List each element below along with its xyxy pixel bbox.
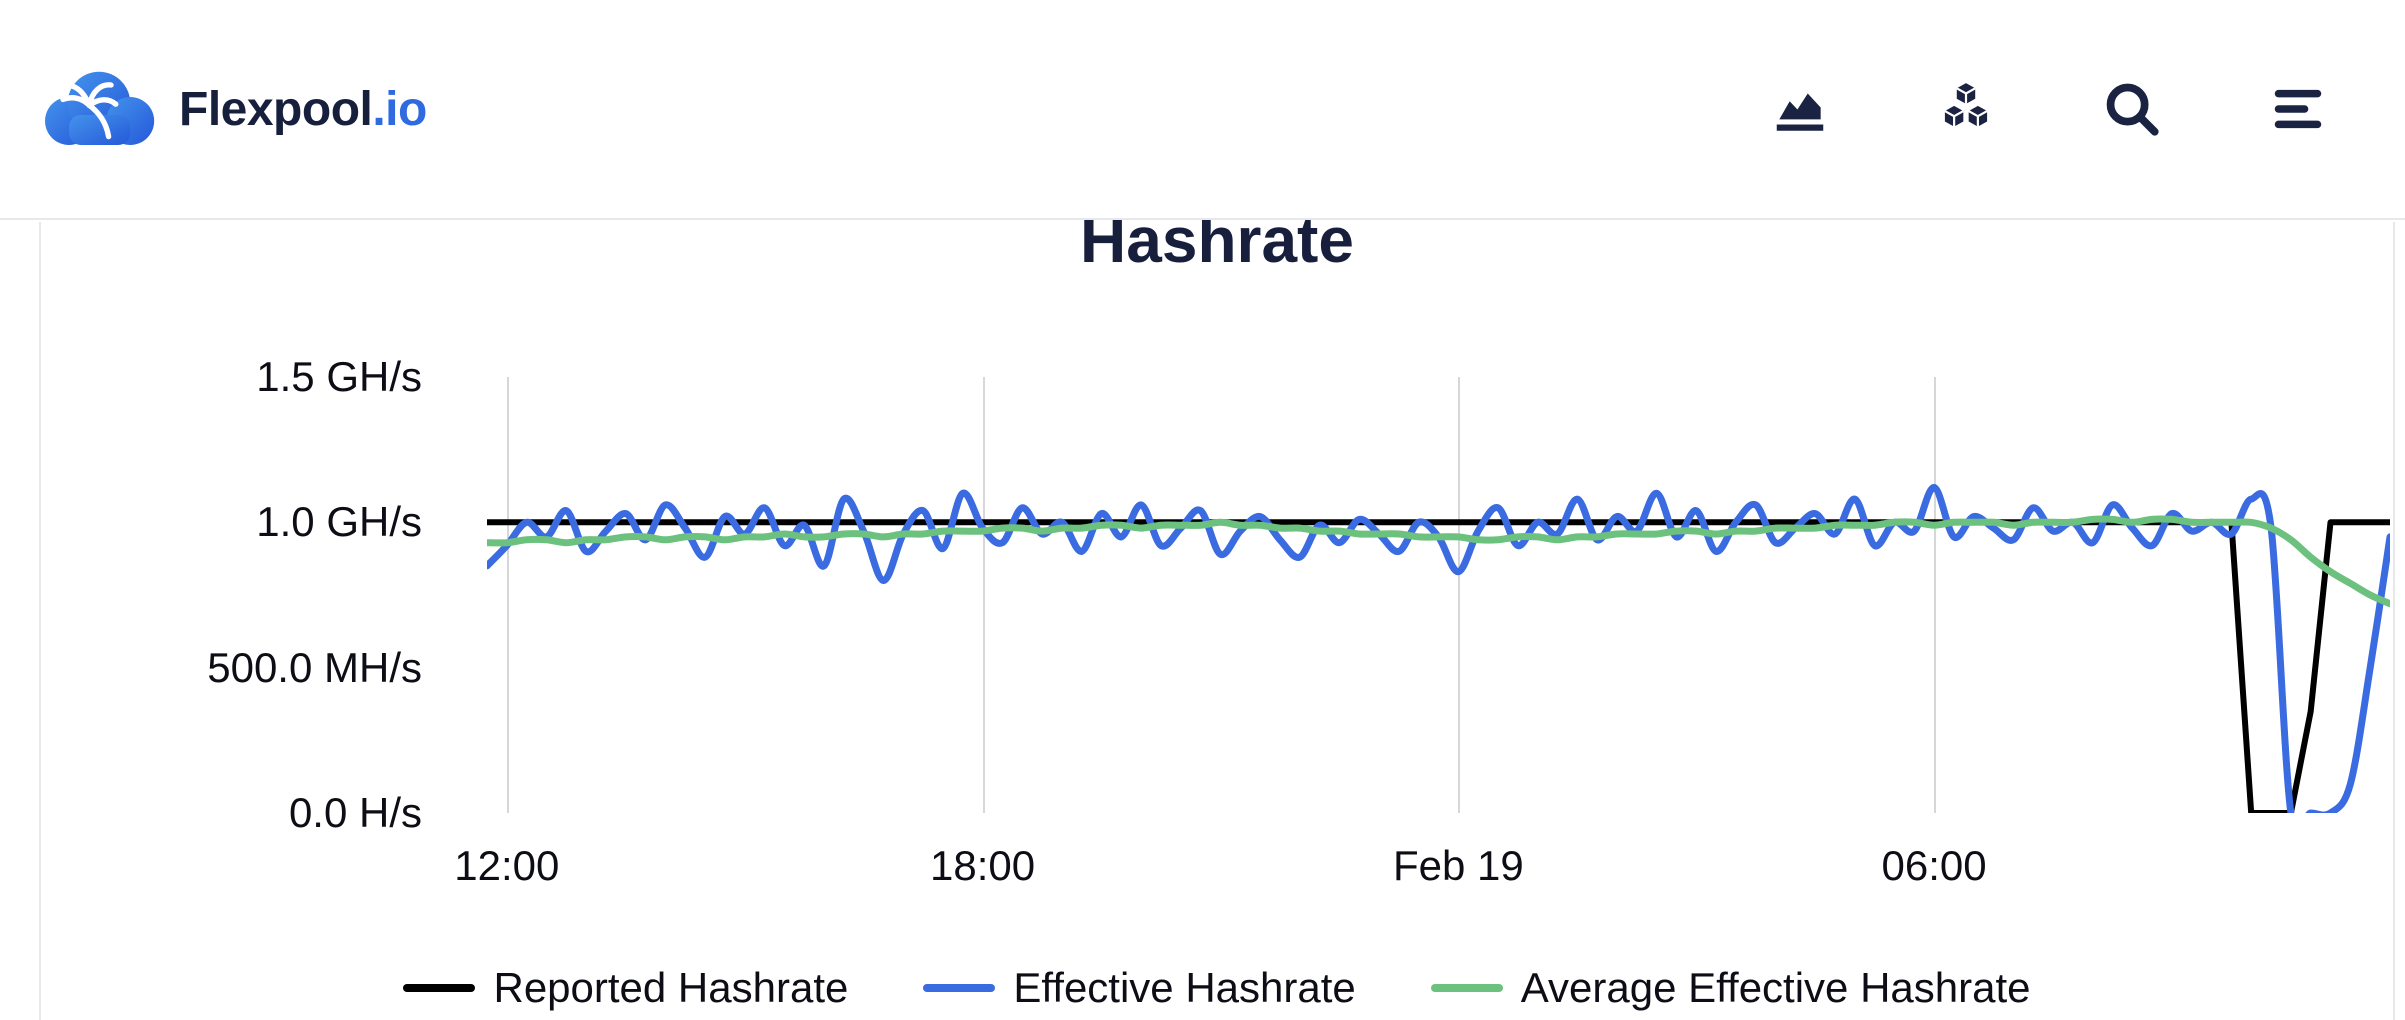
legend-label-average: Average Effective Hashrate xyxy=(1520,964,2031,1011)
legend-item-average-effective-hashrate[interactable]: Average Effective Hashrate xyxy=(1430,964,2031,1012)
series-svg xyxy=(487,483,2390,813)
site-header: Flexpool.io xyxy=(0,0,2405,220)
blocks-icon[interactable] xyxy=(1931,74,2001,144)
y-tick-label: 0.0 H/s xyxy=(288,789,422,836)
x-tick-label: 06:00 xyxy=(1881,842,1987,889)
area-chart-icon[interactable] xyxy=(1765,74,1835,144)
chart-legend: Reported Hashrate Effective Hashrate Ave… xyxy=(39,964,2395,1012)
legend-swatch-effective xyxy=(923,984,996,992)
y-tick-label: 500.0 MH/s xyxy=(207,643,422,691)
content-left-border xyxy=(39,222,41,1020)
x-axis-labels: 12:00 18:00 Feb 19 06:00 xyxy=(454,842,2390,898)
y-tick-label: 1.5 GH/s xyxy=(256,353,422,400)
gridline-18-00 xyxy=(982,377,985,813)
legend-label-effective: Effective Hashrate xyxy=(1013,964,1356,1011)
logo-text: Flexpool.io xyxy=(179,82,427,136)
gridline-12-00 xyxy=(506,377,509,813)
x-tick-label: 18:00 xyxy=(930,842,1036,889)
logo[interactable]: Flexpool.io xyxy=(39,66,427,152)
cloud-palm-logo-icon xyxy=(45,71,155,145)
header-icon-nav xyxy=(1765,74,2333,144)
hashrate-plot-area[interactable] xyxy=(487,377,2390,813)
content-right-border xyxy=(2393,222,2395,1020)
legend-swatch-average xyxy=(1430,984,1503,992)
legend-item-reported-hashrate[interactable]: Reported Hashrate xyxy=(403,964,848,1012)
search-icon[interactable] xyxy=(2097,74,2167,144)
gridline-feb-19 xyxy=(1458,377,1461,813)
menu-icon[interactable] xyxy=(2263,74,2333,144)
reported-hashrate-line xyxy=(487,519,2390,813)
y-tick-label: 1.0 GH/s xyxy=(256,498,422,546)
x-tick-label: Feb 19 xyxy=(1392,842,1524,889)
legend-label-reported: Reported Hashrate xyxy=(493,964,849,1011)
y-axis-labels: 1.5 GH/s 1.0 GH/s 500.0 MH/s 0.0 H/s xyxy=(0,353,447,836)
average-effective-hashrate-line xyxy=(487,515,2390,608)
legend-item-effective-hashrate[interactable]: Effective Hashrate xyxy=(923,964,1356,1012)
legend-swatch-reported xyxy=(403,984,476,992)
x-tick-label: 12:00 xyxy=(454,842,560,889)
gridline-06-00 xyxy=(1934,377,1937,813)
